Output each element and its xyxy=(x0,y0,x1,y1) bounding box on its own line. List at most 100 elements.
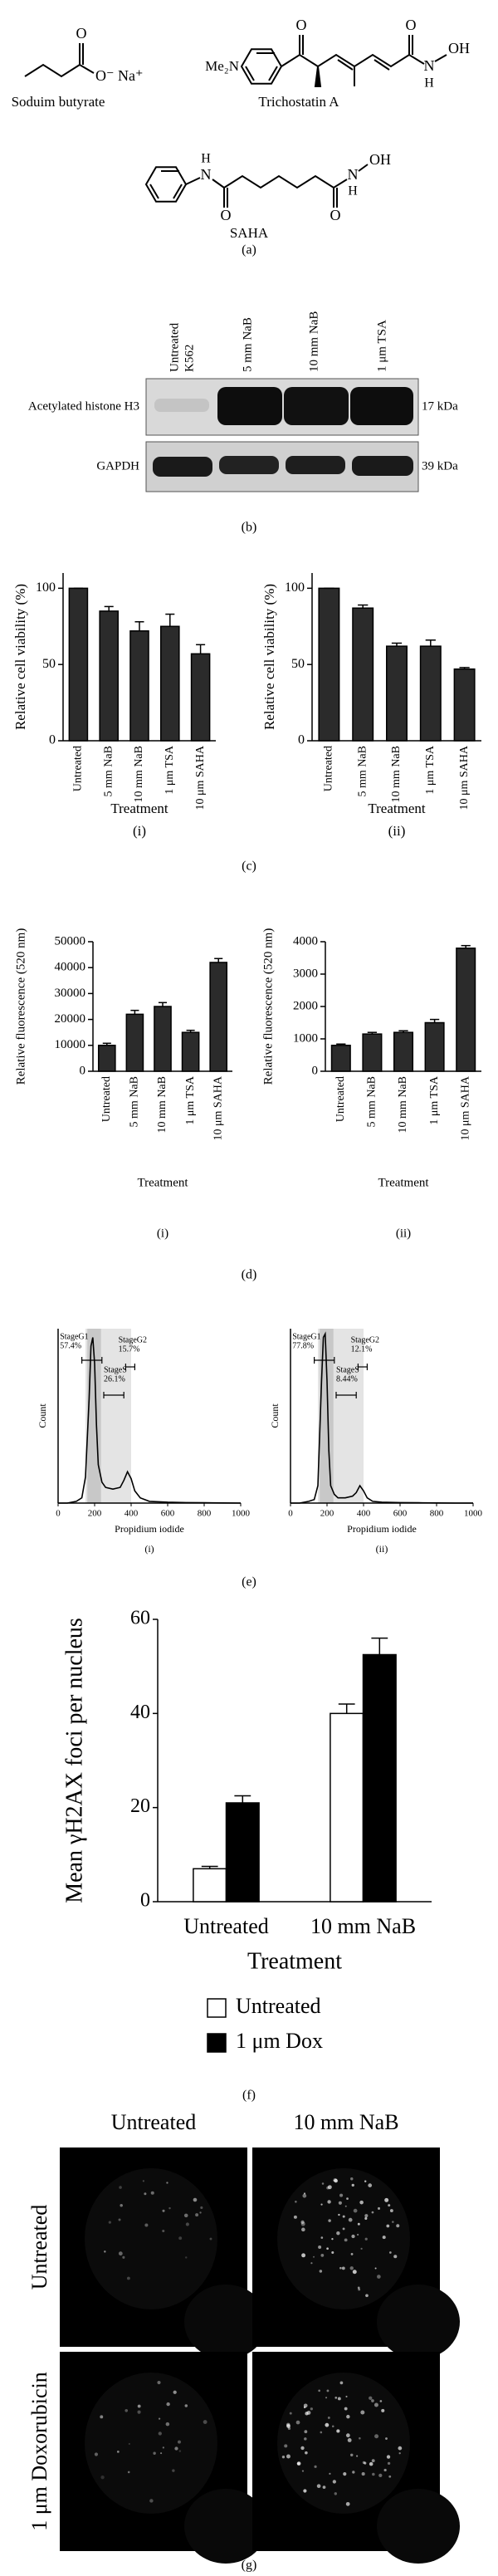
bar xyxy=(125,1013,144,1072)
speckle xyxy=(339,2381,344,2385)
speckle xyxy=(359,2436,361,2440)
speckle xyxy=(127,2471,130,2474)
speckle xyxy=(185,2222,189,2226)
speckle xyxy=(371,2459,375,2463)
row-label: 1 μm Doxorubicin xyxy=(27,2372,51,2531)
speckle xyxy=(378,2473,383,2477)
compound-name: Trichostatin A xyxy=(258,94,339,110)
bar xyxy=(154,1006,172,1072)
speckle xyxy=(325,2422,330,2427)
x-tick-label: 1 μm TSA xyxy=(164,745,176,794)
x-tick-label: 10 μm SAHA xyxy=(458,745,471,810)
speckle xyxy=(334,2396,338,2399)
lane-label: 1 μm TSA xyxy=(375,320,388,372)
speckle xyxy=(337,2397,341,2401)
speckle xyxy=(331,2250,334,2254)
bar xyxy=(160,625,180,742)
speckle xyxy=(372,2472,375,2476)
nucleus xyxy=(277,2373,410,2514)
y-axis-label: Mean γH2AX foci per nucleus xyxy=(61,1618,87,1903)
speckle xyxy=(203,2420,208,2424)
subtitle: (i) xyxy=(133,823,146,839)
speckle xyxy=(94,2452,99,2456)
speckle xyxy=(357,2222,360,2226)
bar xyxy=(68,587,89,742)
speckle xyxy=(387,2461,391,2466)
speckle xyxy=(104,2250,106,2253)
nucleus xyxy=(377,2285,460,2359)
blot-band xyxy=(352,456,413,476)
blot-band xyxy=(219,456,279,474)
speckle xyxy=(209,2237,212,2241)
speckle xyxy=(199,2211,202,2214)
speckle xyxy=(374,2267,377,2270)
bar xyxy=(330,1045,351,1072)
speckle xyxy=(377,2275,381,2279)
nucleus xyxy=(85,2168,217,2309)
speckle xyxy=(128,2442,130,2446)
speckle xyxy=(144,2223,149,2227)
x-tick-label: Untreated xyxy=(334,1076,347,1122)
speckle xyxy=(118,2251,123,2256)
speckle xyxy=(314,2465,317,2468)
speckle xyxy=(331,2237,334,2241)
y-tick-label: 40 xyxy=(130,1702,150,1723)
speckle xyxy=(178,2236,183,2241)
speckle xyxy=(389,2209,393,2212)
speckle xyxy=(386,2455,391,2459)
speckle xyxy=(364,2237,368,2241)
speckle xyxy=(334,2178,338,2183)
speckle xyxy=(327,2417,330,2419)
speckle xyxy=(333,2177,338,2182)
bar xyxy=(181,1031,200,1072)
bar xyxy=(190,653,211,742)
speckle xyxy=(339,2266,342,2270)
panel-label: (c) xyxy=(242,859,256,874)
blot-band xyxy=(154,399,209,412)
speckle xyxy=(374,2434,379,2439)
x-tick-label: 1000 xyxy=(232,1509,251,1519)
blot-band xyxy=(286,456,345,474)
column-label: Untreated xyxy=(111,2110,197,2134)
speckle xyxy=(318,2389,320,2392)
speckle xyxy=(301,2253,306,2258)
speckle xyxy=(183,2213,188,2218)
blot-band xyxy=(153,457,212,477)
speckle xyxy=(351,2234,355,2239)
speckle xyxy=(369,2461,374,2466)
speckle xyxy=(382,2236,386,2240)
speckle xyxy=(398,2452,401,2455)
legend-label: Untreated xyxy=(236,1994,321,2018)
blot-band xyxy=(284,387,349,425)
legend-swatch xyxy=(207,2033,227,2053)
speckle xyxy=(124,2408,129,2412)
gate-region xyxy=(320,1329,334,1503)
nucleus xyxy=(184,2489,267,2564)
speckle xyxy=(371,2211,374,2214)
speckle xyxy=(320,2431,323,2434)
row-label: Acetylated histone H3 xyxy=(28,399,139,413)
speckle xyxy=(339,2193,344,2197)
y-axis-label: Relative cell viability (%) xyxy=(12,584,28,730)
bar xyxy=(193,1868,227,1903)
bar xyxy=(129,630,149,742)
speckle xyxy=(286,2424,290,2428)
speckle xyxy=(195,2213,199,2217)
y-tick-label: 2000 xyxy=(293,999,318,1012)
x-axis-label: Propidium iodide xyxy=(347,1523,417,1535)
speckle xyxy=(393,2255,398,2259)
y-tick-label: 0 xyxy=(312,1064,319,1077)
subtitle: (ii) xyxy=(376,1543,388,1555)
bar xyxy=(362,1033,383,1072)
speckle xyxy=(325,2397,328,2399)
speckle xyxy=(341,2266,345,2270)
speckle xyxy=(377,2206,381,2210)
speckle xyxy=(162,2446,165,2449)
x-tick-label: 800 xyxy=(198,1509,212,1519)
lane-label: 10 mm NaB xyxy=(307,311,320,372)
speckle xyxy=(100,2475,105,2480)
speckle xyxy=(120,2203,123,2207)
x-tick-label: 1 μm TSA xyxy=(428,1075,441,1124)
